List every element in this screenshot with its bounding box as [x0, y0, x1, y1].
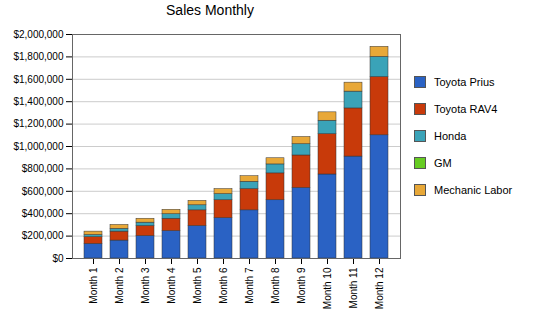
svg-text:$800,000: $800,000 [22, 163, 64, 174]
svg-text:$400,000: $400,000 [22, 208, 64, 219]
svg-text:Month 2: Month 2 [114, 267, 125, 304]
svg-text:Month 1: Month 1 [88, 267, 99, 304]
html-text:GM: GM [434, 156, 452, 169]
svg-text:$2,000,000: $2,000,000 [13, 29, 63, 40]
svg-text:$200,000: $200,000 [22, 230, 64, 241]
svg-text:Month 10: Month 10 [322, 267, 333, 309]
svg-text:$1,200,000: $1,200,000 [13, 118, 63, 129]
svg-text:$0: $0 [52, 253, 64, 264]
svg-text:Month 5: Month 5 [192, 267, 203, 304]
svg-text:Month 7: Month 7 [244, 267, 255, 304]
svg-text:$600,000: $600,000 [22, 186, 64, 197]
svg-text:Month 3: Month 3 [140, 267, 151, 304]
svg-text:$1,400,000: $1,400,000 [13, 96, 63, 107]
svg-text:$1,600,000: $1,600,000 [13, 74, 63, 85]
html-text:Toyota Prius: Toyota Prius [434, 75, 495, 88]
html-text:Mechanic Labor: Mechanic Labor [434, 183, 513, 196]
svg-text:Month 6: Month 6 [218, 267, 229, 304]
svg-text:Month 11: Month 11 [348, 267, 359, 308]
html-text:Toyota RAV4: Toyota RAV4 [434, 102, 498, 115]
html-text:Honda: Honda [434, 129, 467, 142]
svg-text:Month 4: Month 4 [166, 267, 177, 304]
html-text:Sales Monthly: Sales Monthly [166, 2, 254, 18]
svg-text:$1,800,000: $1,800,000 [13, 51, 63, 62]
svg-text:Month 9: Month 9 [296, 267, 307, 304]
svg-text:Month 8: Month 8 [270, 267, 281, 304]
svg-text:$1,000,000: $1,000,000 [13, 141, 63, 152]
svg-text:Month 12: Month 12 [374, 267, 385, 309]
